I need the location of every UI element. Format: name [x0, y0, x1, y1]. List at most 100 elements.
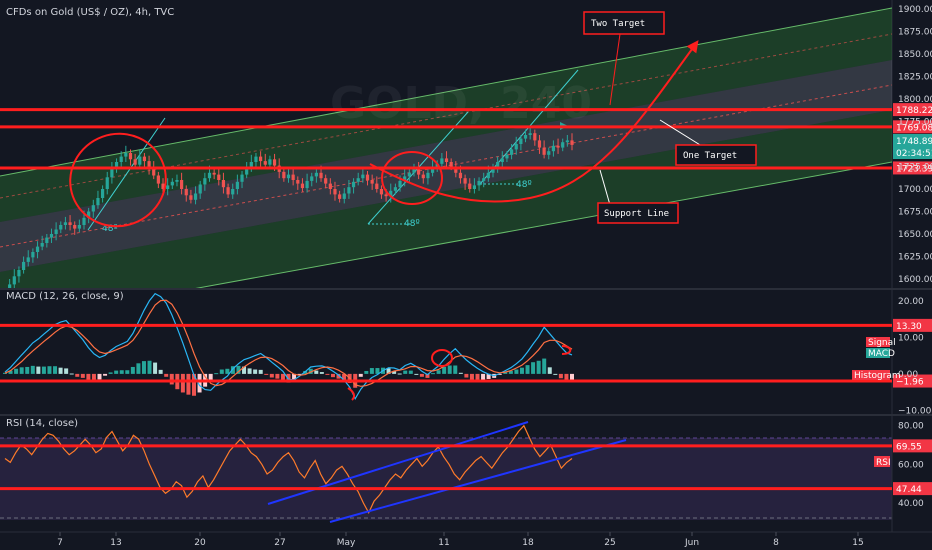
- price-axis-tick: 1700.00: [898, 185, 932, 195]
- candle-body: [449, 162, 453, 167]
- candle-body: [314, 172, 318, 177]
- price-axis-tick: 1900.00: [898, 5, 932, 15]
- channel-median[interactable]: [0, 84, 892, 248]
- candle-body: [338, 194, 342, 199]
- candle-body: [49, 234, 54, 238]
- histogram-bar: [58, 367, 63, 374]
- candle-body: [533, 133, 537, 141]
- candle-body: [100, 189, 105, 198]
- time-axis-tick: 20: [194, 538, 206, 548]
- macd-line: [4, 292, 573, 400]
- histogram-bar: [342, 373, 347, 381]
- histogram-bar: [192, 373, 196, 396]
- candle-body: [509, 149, 514, 155]
- countdown-value: 02:34:51: [896, 149, 932, 159]
- level-price-tag: [893, 103, 932, 117]
- candle-body: [398, 180, 402, 188]
- last-price-tag: [893, 134, 932, 147]
- trend-line-blue[interactable]: [329, 439, 627, 523]
- histogram-bar: [369, 368, 374, 374]
- rsi-line: [4, 424, 573, 515]
- candle-body: [133, 159, 137, 165]
- candle-body: [259, 156, 263, 162]
- histogram-bar: [458, 372, 463, 374]
- channel-line[interactable]: [0, 161, 892, 324]
- channel-line[interactable]: [0, 7, 892, 177]
- histogram-bar: [41, 366, 46, 374]
- histogram-bar: [64, 368, 69, 374]
- candle-body: [547, 151, 551, 155]
- time-axis-tick: May: [337, 538, 356, 548]
- histogram-bar: [558, 373, 563, 379]
- candle-body: [40, 243, 44, 247]
- price-axis-tick: 1675.00: [898, 208, 932, 218]
- macd-axis-tick: 0.00: [898, 370, 918, 380]
- rsi-axis-tick: 40.00: [898, 499, 924, 509]
- candle-body: [384, 194, 388, 197]
- rsi-pane-bg: [0, 416, 892, 532]
- histogram-bar: [19, 367, 24, 374]
- channel-mid-gray: [0, 60, 892, 272]
- histogram-bar: [308, 368, 313, 374]
- histogram-bar: [336, 373, 341, 379]
- projection-curve: [369, 40, 699, 203]
- note-two-target[interactable]: Two Target: [583, 11, 665, 35]
- level-value: 13.30: [896, 322, 922, 332]
- histogram-bar: [547, 367, 552, 374]
- histogram-bar: [514, 369, 519, 374]
- candle-body: [189, 195, 193, 200]
- candle-body: [500, 158, 504, 162]
- histogram-bar: [275, 373, 280, 379]
- histogram-bar: [570, 373, 574, 380]
- histogram-bar: [447, 365, 452, 374]
- histogram-bar: [264, 373, 269, 375]
- candle-body: [286, 174, 291, 179]
- candle-body: [175, 180, 179, 182]
- trend-angle-line[interactable]: [87, 117, 166, 231]
- candle-body: [45, 237, 49, 243]
- signal-line: [4, 299, 573, 387]
- candle-body: [477, 180, 481, 186]
- histogram-bar: [364, 370, 369, 374]
- candle-body: [26, 257, 30, 262]
- angle-label: 48º: [404, 219, 420, 229]
- histogram-bar: [8, 370, 13, 374]
- histogram-bar: [330, 373, 335, 378]
- histogram-bar: [292, 373, 297, 380]
- candle-body: [342, 193, 346, 199]
- candle-body: [207, 172, 212, 179]
- highlight-circle: [69, 132, 167, 228]
- level-price-value: 1723.39: [896, 164, 932, 174]
- level-price-tag: [893, 120, 932, 134]
- candle-body: [254, 156, 258, 162]
- candle-body: [370, 180, 374, 184]
- histogram-bar: [53, 366, 58, 374]
- candle-body: [31, 252, 35, 258]
- time-axis-tick: 11: [438, 538, 449, 548]
- histogram-bar: [36, 366, 41, 374]
- histogram-bar: [147, 360, 152, 374]
- candle-body: [166, 185, 170, 189]
- macd-histogram: [3, 358, 574, 396]
- trend-line-blue[interactable]: [267, 421, 529, 505]
- candle-body: [152, 168, 156, 176]
- candle-body: [226, 187, 230, 195]
- candle-body: [505, 154, 509, 159]
- histogram-bar: [375, 368, 380, 374]
- level-price-tag: [893, 161, 932, 175]
- candle-body: [96, 198, 100, 206]
- candle-body: [305, 180, 309, 189]
- candle-body: [542, 147, 546, 155]
- candle-body: [156, 175, 160, 184]
- histogram-bar: [186, 373, 191, 395]
- histogram-bar: [125, 370, 130, 374]
- histogram-bar: [164, 373, 169, 377]
- candle-body: [379, 189, 384, 195]
- candle-body: [119, 156, 123, 162]
- legend-tag: [866, 337, 890, 347]
- candle-body: [551, 145, 556, 152]
- note-one-target[interactable]: One Target: [675, 144, 757, 166]
- legend-macd: MACD: [868, 349, 895, 359]
- note-support-line[interactable]: Support Line: [597, 202, 679, 224]
